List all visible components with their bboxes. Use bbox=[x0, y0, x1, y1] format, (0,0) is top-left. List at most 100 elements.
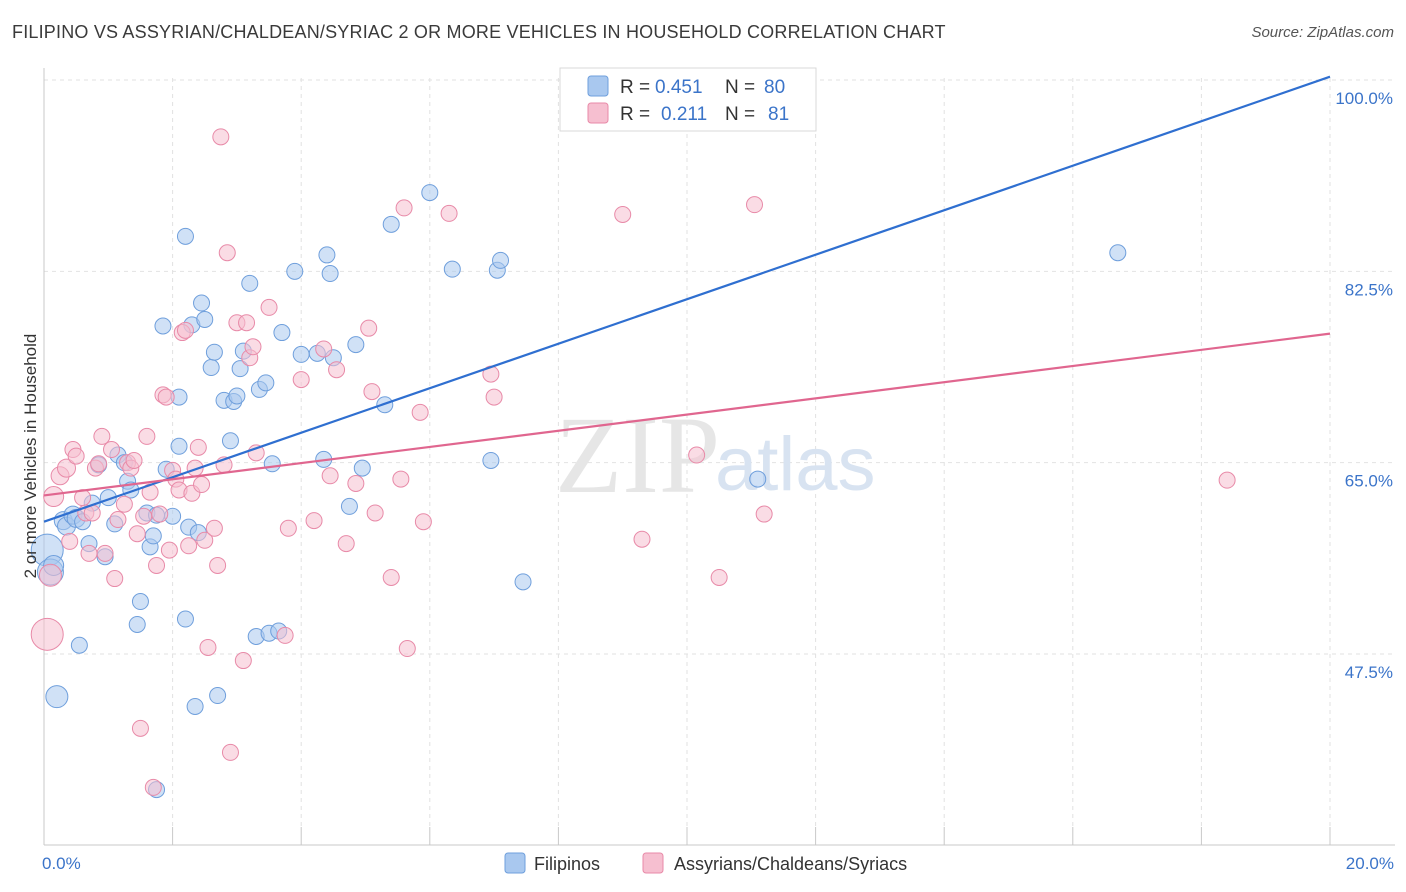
assyrian-point-82 bbox=[688, 446, 706, 464]
stats-legend: R = 0.451 N = 80 R = 0.211 N = 81 bbox=[559, 67, 817, 132]
filipino-point-39 bbox=[196, 310, 214, 328]
assyrian-point-0 bbox=[30, 617, 64, 651]
assyrian-point-75 bbox=[411, 403, 429, 421]
filipino-point-61 bbox=[318, 246, 336, 264]
assyrian-point-45 bbox=[199, 638, 217, 656]
assyrian-point-33 bbox=[160, 541, 178, 559]
filipino-trend-line bbox=[43, 75, 1331, 523]
assyrian-point-69 bbox=[363, 383, 381, 401]
assyrian-trend-line bbox=[43, 332, 1331, 497]
assyrian-point-29 bbox=[148, 556, 166, 574]
assyrian-point-47 bbox=[209, 556, 227, 574]
filipino-point-71 bbox=[482, 451, 500, 469]
legend-swatch-pink bbox=[587, 102, 609, 124]
filipino-point-58 bbox=[292, 345, 310, 363]
filipino-point-24 bbox=[144, 527, 162, 545]
filipino-point-30 bbox=[170, 437, 188, 455]
assyrian-point-54 bbox=[238, 314, 256, 332]
assyrian-point-68 bbox=[360, 319, 378, 337]
filipino-point-56 bbox=[273, 324, 291, 342]
assyrian-point-84 bbox=[746, 196, 764, 214]
assyrian-point-62 bbox=[305, 512, 323, 530]
chart-source: Source: ZipAtlas.com bbox=[1251, 24, 1394, 41]
points-layer bbox=[30, 128, 1236, 799]
filipino-point-68 bbox=[382, 215, 400, 233]
assyrian-point-79 bbox=[485, 388, 503, 406]
trend-layer bbox=[43, 75, 1331, 523]
assyrian-point-17 bbox=[106, 570, 124, 588]
filipino-point-40 bbox=[202, 359, 220, 377]
filipino-point-38 bbox=[193, 294, 211, 312]
legend-n-value-pink: 81 bbox=[768, 104, 789, 125]
y-tick-label-0: 47.5% bbox=[1345, 663, 1393, 682]
assyrian-point-5 bbox=[61, 532, 79, 550]
assyrian-point-53 bbox=[234, 652, 252, 670]
assyrian-point-51 bbox=[221, 743, 239, 761]
series-legend-label-filipinos: Filipinos bbox=[534, 854, 600, 874]
filipino-point-33 bbox=[176, 610, 194, 628]
assyrian-point-18 bbox=[109, 511, 127, 529]
assyrian-point-32 bbox=[157, 388, 175, 406]
watermark: ZIP atlas bbox=[555, 394, 876, 516]
series-legend-swatch-assyrians bbox=[642, 852, 664, 874]
assyrian-point-4 bbox=[57, 458, 77, 478]
assyrian-point-23 bbox=[128, 525, 146, 543]
assyrian-point-59 bbox=[276, 626, 294, 644]
assyrian-point-43 bbox=[193, 476, 211, 494]
assyrian-point-15 bbox=[96, 544, 114, 562]
assyrian-point-67 bbox=[347, 474, 365, 492]
legend-n-label-blue: N = bbox=[725, 77, 755, 98]
filipino-point-8 bbox=[70, 636, 88, 654]
filipino-point-73 bbox=[492, 251, 510, 269]
legend-swatch-blue bbox=[587, 75, 609, 97]
filipino-point-20 bbox=[128, 615, 146, 633]
x-tick-label-max: 20.0% bbox=[1346, 854, 1394, 873]
assyrian-point-19 bbox=[115, 495, 133, 513]
filipino-point-49 bbox=[241, 274, 259, 292]
legend-r-value-pink: 0.211 bbox=[661, 104, 707, 125]
assyrian-point-81 bbox=[633, 530, 651, 548]
assyrian-point-14 bbox=[93, 427, 111, 445]
filipino-point-64 bbox=[340, 497, 358, 515]
assyrian-point-73 bbox=[395, 199, 413, 217]
filipino-point-66 bbox=[353, 459, 371, 477]
legend-r-label-blue: R = bbox=[620, 77, 650, 98]
assyrian-point-58 bbox=[260, 298, 278, 316]
filipino-point-69 bbox=[421, 184, 439, 202]
assyrian-point-24 bbox=[131, 719, 149, 737]
assyrian-point-30 bbox=[151, 505, 169, 523]
filipino-point-70 bbox=[443, 260, 461, 278]
chart-title: FILIPINO VS ASSYRIAN/CHALDEAN/SYRIAC 2 O… bbox=[12, 22, 946, 42]
filipino-point-47 bbox=[231, 360, 249, 378]
assyrian-point-64 bbox=[321, 467, 339, 485]
assyrian-point-44 bbox=[196, 531, 214, 549]
assyrian-point-48 bbox=[212, 128, 230, 146]
filipino-point-21 bbox=[131, 593, 149, 611]
filipino-point-46 bbox=[228, 387, 246, 405]
filipino-point-75 bbox=[749, 470, 767, 488]
axes-layer bbox=[43, 68, 1395, 846]
filipino-point-54 bbox=[263, 455, 281, 473]
assyrian-point-25 bbox=[135, 507, 153, 525]
assyrian-point-10 bbox=[80, 544, 98, 562]
assyrian-point-26 bbox=[138, 427, 156, 445]
legend-r-value-blue: 0.451 bbox=[655, 77, 703, 98]
assyrian-point-61 bbox=[292, 371, 310, 389]
filipino-point-36 bbox=[186, 697, 204, 715]
assyrian-point-83 bbox=[710, 568, 728, 586]
assyrian-point-65 bbox=[328, 361, 346, 379]
assyrian-point-28 bbox=[144, 778, 162, 796]
assyrian-point-76 bbox=[414, 513, 432, 531]
x-tick-label-min: 0.0% bbox=[42, 854, 81, 873]
assyrian-point-77 bbox=[440, 204, 458, 222]
assyrian-point-50 bbox=[218, 244, 236, 262]
y-tick-label-1: 65.0% bbox=[1345, 472, 1393, 491]
assyrian-point-63 bbox=[315, 340, 333, 358]
assyrian-point-71 bbox=[382, 568, 400, 586]
assyrian-point-56 bbox=[244, 338, 262, 356]
filipino-point-44 bbox=[221, 432, 239, 450]
filipino-point-65 bbox=[347, 336, 365, 354]
assyrian-point-72 bbox=[392, 470, 410, 488]
filipino-point-52 bbox=[257, 374, 275, 392]
